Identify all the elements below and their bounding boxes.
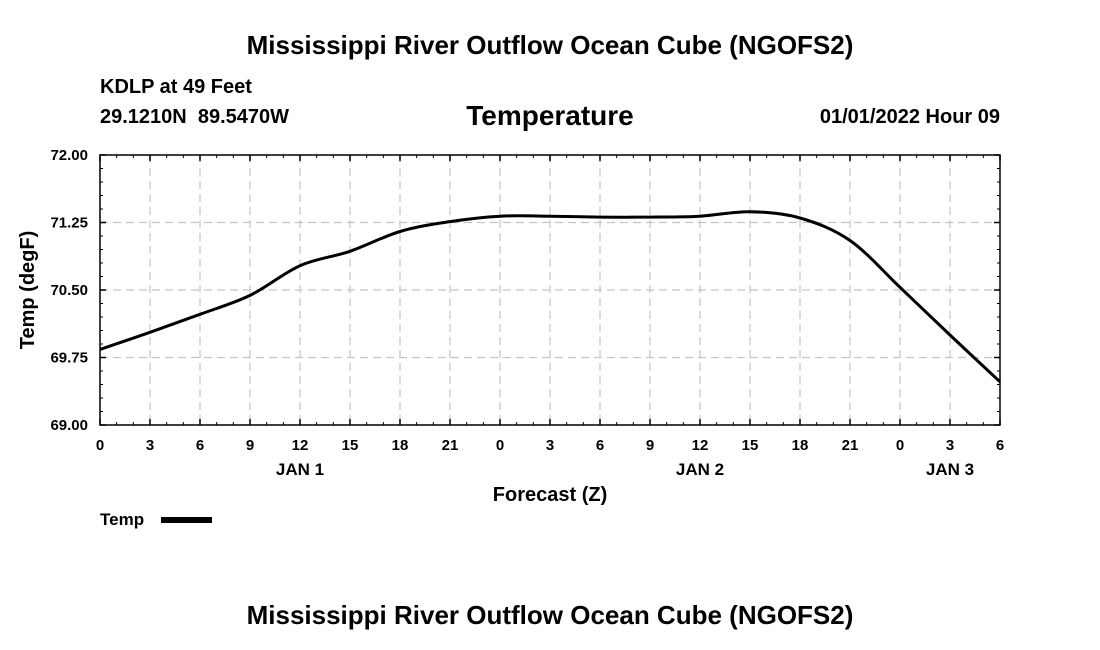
day-label: JAN 3 bbox=[926, 460, 974, 479]
station-label: KDLP at 49 Feet bbox=[100, 76, 252, 98]
x-tick-label: 12 bbox=[692, 437, 709, 454]
x-tick-label: 3 bbox=[946, 437, 954, 454]
y-tick-label: 72.00 bbox=[50, 147, 88, 164]
x-tick-label: 6 bbox=[996, 437, 1004, 454]
page-title: Mississippi River Outflow Ocean Cube (NG… bbox=[246, 30, 854, 60]
x-tick-label: 12 bbox=[292, 437, 309, 454]
x-tick-label: 3 bbox=[546, 437, 554, 454]
y-tick-label: 69.00 bbox=[50, 417, 88, 434]
ticks bbox=[99, 154, 1001, 426]
day-label: JAN 1 bbox=[276, 460, 324, 479]
y-axis-title: Temp (degF) bbox=[17, 231, 39, 350]
x-axis-title: Forecast (Z) bbox=[493, 484, 607, 506]
x-tick-label: 6 bbox=[196, 437, 204, 454]
legend-label: Temp bbox=[100, 510, 144, 529]
day-label: JAN 2 bbox=[676, 460, 724, 479]
y-tick-label: 70.50 bbox=[50, 282, 88, 299]
temp-series-line bbox=[99, 210, 1002, 383]
station-coordinates: 29.1210N 89.5470W bbox=[100, 106, 290, 128]
x-tick-label: 15 bbox=[742, 437, 759, 454]
x-tick-label: 0 bbox=[896, 437, 904, 454]
x-tick-label: 9 bbox=[646, 437, 654, 454]
grid bbox=[100, 155, 1000, 425]
x-tick-label: 21 bbox=[842, 437, 859, 454]
footer-title: Mississippi River Outflow Ocean Cube (NG… bbox=[246, 600, 854, 630]
x-tick-label: 0 bbox=[496, 437, 504, 454]
legend: Temp bbox=[100, 510, 212, 529]
chart-title: Temperature bbox=[466, 100, 634, 131]
y-tick-label: 71.25 bbox=[50, 215, 88, 232]
y-tick-label: 69.75 bbox=[50, 350, 88, 367]
x-tick-label: 3 bbox=[146, 437, 154, 454]
tick-labels: 0 3 6 9 12 15 18 21 0 3 6 9 12 15 18 21 0 3 6 72.00 71.25 70.… bbox=[50, 147, 1004, 479]
forecast-datetime: 01/01/2022 Hour 09 bbox=[819, 106, 1000, 128]
x-tick-label: 15 bbox=[342, 437, 359, 454]
x-tick-label: 18 bbox=[392, 437, 409, 454]
x-tick-label: 0 bbox=[96, 437, 104, 454]
x-tick-label: 18 bbox=[792, 437, 809, 454]
x-tick-label: 9 bbox=[246, 437, 254, 454]
x-tick-label: 21 bbox=[442, 437, 459, 454]
x-tick-label: 6 bbox=[596, 437, 604, 454]
